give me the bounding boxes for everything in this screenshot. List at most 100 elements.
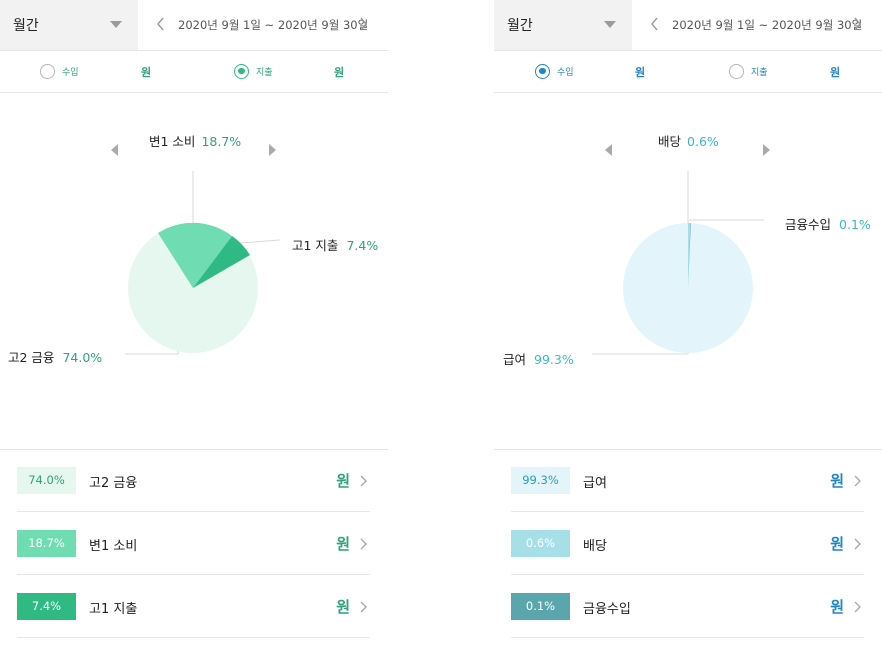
slice-finance-income[interactable] bbox=[688, 223, 691, 288]
radio-on-icon bbox=[234, 63, 249, 79]
callout-spending: 고1 지출 7.4% bbox=[292, 235, 378, 254]
callout-label: 고1 지출 bbox=[292, 238, 339, 253]
category-name: 배당 bbox=[583, 539, 607, 554]
list-item[interactable]: 74.0% 고2 금융 원 bbox=[17, 450, 370, 512]
carousel-title-pct: 0.6% bbox=[687, 134, 719, 149]
divider bbox=[0, 92, 388, 93]
income-label: 수입 bbox=[557, 67, 574, 78]
slice-spending[interactable] bbox=[193, 236, 250, 288]
divider bbox=[494, 92, 882, 93]
category-name: 고1 지출 bbox=[89, 602, 138, 617]
income-pie-chart bbox=[592, 171, 764, 355]
category-amount: 원 bbox=[336, 598, 350, 616]
caret-down-icon bbox=[110, 21, 122, 28]
callout-pct: 74.0% bbox=[62, 350, 103, 365]
date-range-text: 2020년 9월 1일 ~ 2020년 9월 30일 bbox=[672, 18, 863, 32]
income-label: 수입 bbox=[62, 67, 79, 78]
chevron-right-icon bbox=[358, 598, 370, 616]
carousel-title: 변1 소비 18.7% bbox=[149, 131, 241, 150]
chevron-right-icon[interactable] bbox=[354, 13, 372, 35]
divider bbox=[494, 449, 882, 450]
period-label: 월간 bbox=[507, 18, 533, 34]
divider bbox=[0, 50, 388, 51]
triangle-right-icon[interactable] bbox=[763, 144, 770, 156]
pct-badge: 0.6% bbox=[511, 530, 570, 557]
pct-badge: 0.1% bbox=[511, 593, 570, 620]
leader-line bbox=[125, 349, 179, 355]
category-amount: 원 bbox=[830, 472, 844, 490]
pct-badge: 99.3% bbox=[511, 467, 570, 494]
period-select[interactable]: 월간 bbox=[494, 0, 632, 50]
period-select[interactable]: 월간 bbox=[0, 0, 138, 50]
expense-panel: 월간 2020년 9월 1일 ~ 2020년 9월 30일 수입 원 지출 원 … bbox=[0, 0, 388, 648]
triangle-left-icon[interactable] bbox=[605, 144, 612, 156]
income-total: 원 bbox=[141, 66, 152, 79]
callout-salary: 급여 99.3% bbox=[503, 349, 574, 368]
category-amount: 원 bbox=[336, 535, 350, 553]
expense-radio[interactable]: 지출 bbox=[729, 62, 768, 80]
chevron-left-icon[interactable] bbox=[152, 13, 170, 35]
pct-badge: 7.4% bbox=[17, 593, 76, 620]
income-radio[interactable]: 수입 bbox=[40, 62, 79, 80]
income-panel: 월간 2020년 9월 1일 ~ 2020년 9월 30일 수입 원 지출 원 … bbox=[494, 0, 882, 648]
leader-line bbox=[239, 239, 281, 244]
list-item[interactable]: 0.1% 금융수입 원 bbox=[511, 576, 864, 638]
chevron-right-icon bbox=[852, 598, 864, 616]
callout-label: 금융수입 bbox=[785, 217, 832, 232]
carousel-title-pct: 18.7% bbox=[201, 134, 242, 149]
carousel-title: 배당 0.6% bbox=[658, 131, 719, 150]
chevron-right-icon bbox=[852, 535, 864, 553]
caret-down-icon bbox=[604, 21, 616, 28]
list-item[interactable]: 99.3% 급여 원 bbox=[511, 450, 864, 512]
radio-off-icon bbox=[40, 63, 55, 79]
expense-pie-chart bbox=[125, 171, 281, 355]
date-range-bar: 2020년 9월 1일 ~ 2020년 9월 30일 bbox=[632, 0, 882, 50]
triangle-right-icon[interactable] bbox=[269, 144, 276, 156]
carousel-title-label: 변1 소비 bbox=[149, 134, 196, 149]
chevron-right-icon[interactable] bbox=[848, 13, 866, 35]
carousel-title-label: 배당 bbox=[658, 134, 682, 149]
category-amount: 원 bbox=[336, 472, 350, 490]
radio-on-icon bbox=[535, 63, 550, 79]
radio-off-icon bbox=[729, 63, 744, 79]
divider bbox=[494, 50, 882, 51]
triangle-left-icon[interactable] bbox=[111, 144, 118, 156]
callout-label: 급여 bbox=[503, 352, 527, 367]
expense-total: 원 bbox=[334, 66, 345, 79]
date-range-text: 2020년 9월 1일 ~ 2020년 9월 30일 bbox=[178, 18, 369, 32]
pct-badge: 74.0% bbox=[17, 467, 76, 494]
category-name: 급여 bbox=[583, 476, 607, 491]
list-item[interactable]: 0.6% 배당 원 bbox=[511, 513, 864, 575]
expense-radio[interactable]: 지출 bbox=[234, 62, 273, 80]
chevron-right-icon bbox=[358, 535, 370, 553]
period-label: 월간 bbox=[13, 18, 39, 34]
income-total: 원 bbox=[635, 66, 646, 79]
slice-consumption[interactable] bbox=[158, 222, 232, 288]
category-name: 금융수입 bbox=[583, 602, 631, 617]
list-item[interactable]: 7.4% 고1 지출 원 bbox=[17, 576, 370, 638]
period-header: 월간 2020년 9월 1일 ~ 2020년 9월 30일 bbox=[0, 0, 388, 50]
callout-finance-income: 금융수입 0.1% bbox=[785, 214, 871, 233]
chevron-left-icon[interactable] bbox=[646, 13, 664, 35]
expense-label: 지출 bbox=[751, 67, 768, 78]
period-header: 월간 2020년 9월 1일 ~ 2020년 9월 30일 bbox=[494, 0, 882, 50]
category-name: 변1 소비 bbox=[89, 539, 138, 554]
divider bbox=[0, 449, 388, 450]
list-item[interactable]: 18.7% 변1 소비 원 bbox=[17, 513, 370, 575]
category-amount: 원 bbox=[830, 598, 844, 616]
category-name: 고2 금융 bbox=[89, 476, 138, 491]
chevron-right-icon bbox=[358, 472, 370, 490]
callout-label: 고2 금융 bbox=[8, 350, 55, 365]
callout-pct: 0.1% bbox=[839, 217, 871, 232]
category-amount: 원 bbox=[830, 535, 844, 553]
date-range-bar: 2020년 9월 1일 ~ 2020년 9월 30일 bbox=[138, 0, 388, 50]
expense-total: 원 bbox=[830, 66, 841, 79]
callout-pct: 7.4% bbox=[346, 238, 379, 253]
expense-label: 지출 bbox=[256, 67, 273, 78]
income-radio[interactable]: 수입 bbox=[535, 62, 574, 80]
slice-dividend[interactable] bbox=[688, 222, 691, 288]
callout-pct: 99.3% bbox=[534, 352, 574, 367]
pct-badge: 18.7% bbox=[17, 530, 76, 557]
chevron-right-icon bbox=[852, 472, 864, 490]
callout-finance: 고2 금융 74.0% bbox=[8, 347, 102, 366]
